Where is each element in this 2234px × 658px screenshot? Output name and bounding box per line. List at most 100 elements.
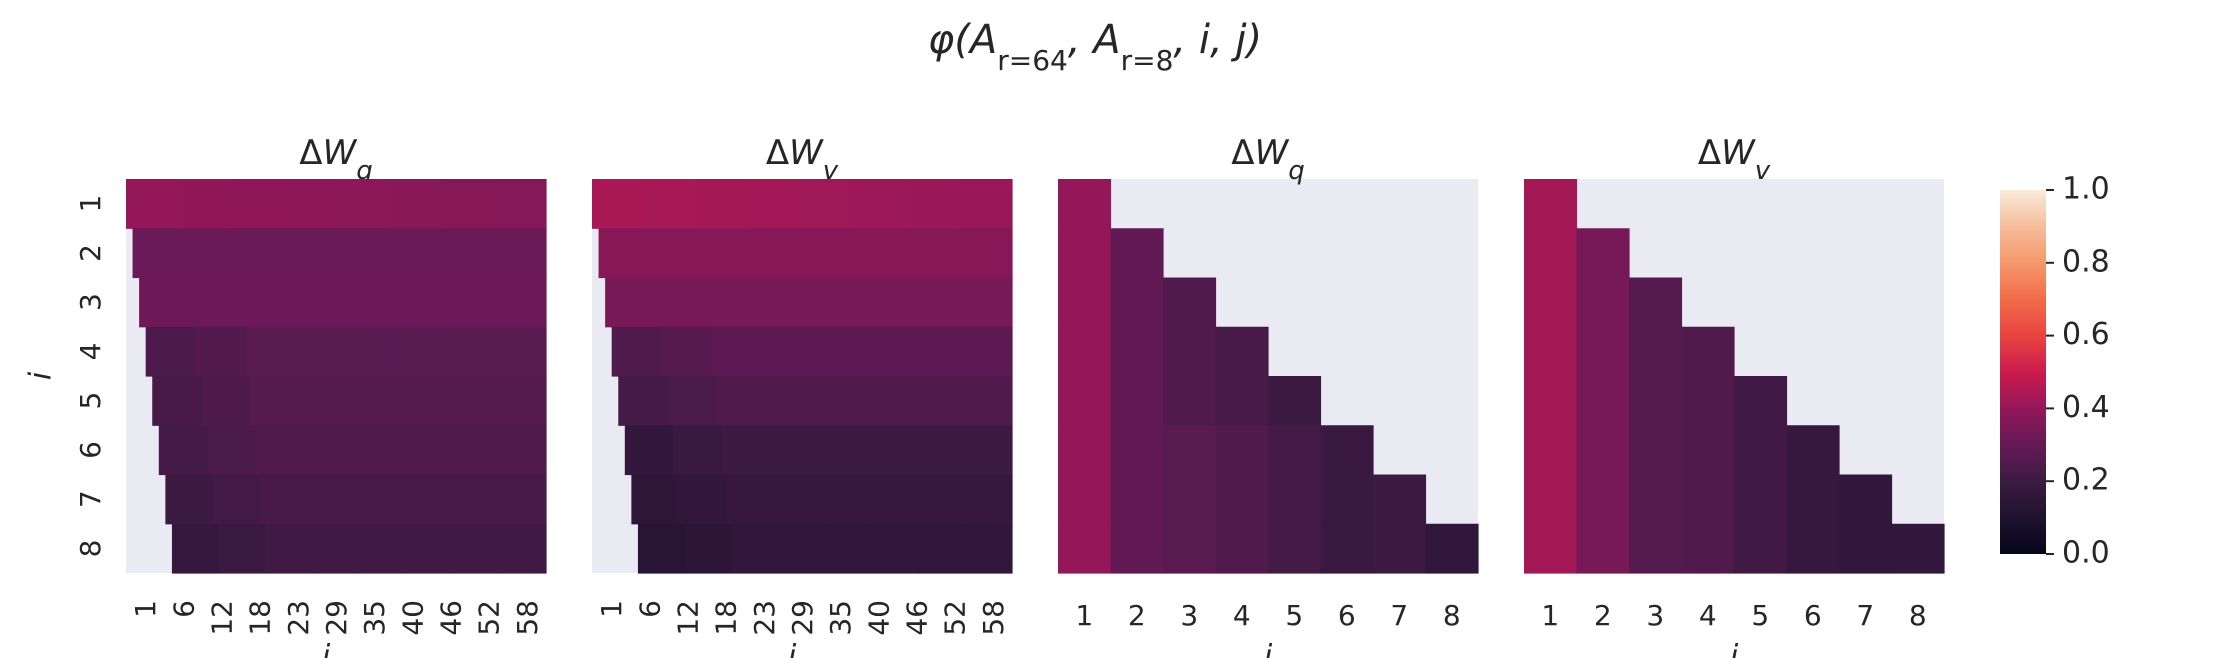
- heatmap-cell: [1110, 474, 1164, 525]
- heatmap-cell: [1110, 425, 1164, 476]
- x-tick-label: 35: [358, 600, 391, 636]
- x-tick-label: 8: [1909, 599, 1927, 632]
- heatmap-cell: [1058, 376, 1112, 426]
- heatmap-cell: [1524, 179, 1578, 229]
- heatmap-cell: [1163, 326, 1217, 377]
- colorbar-tick-label: 1.0: [2062, 172, 2110, 207]
- heatmap-cell: [447, 376, 498, 426]
- heatmap-cell: [1576, 474, 1630, 525]
- heatmap-cell: [808, 277, 861, 328]
- heatmap-cell: [961, 326, 1013, 377]
- heatmap-cell: [1629, 474, 1683, 525]
- heatmap-cell: [1163, 474, 1217, 525]
- heatmap-cell: [1576, 425, 1630, 476]
- heatmap-cell: [1215, 523, 1269, 574]
- heatmap-cell: [1425, 523, 1479, 574]
- heatmap-cell: [207, 425, 257, 476]
- heatmap-cell: [1524, 326, 1578, 377]
- heatmap-cell: [299, 376, 350, 426]
- heatmap-cell: [308, 474, 357, 525]
- heatmap-cell: [961, 277, 1013, 328]
- heatmap-cell: [291, 277, 344, 328]
- heatmap-cell: [178, 179, 232, 229]
- heatmap-cell: [1786, 523, 1840, 574]
- heatmap-cell: [1839, 474, 1893, 525]
- heatmap-cell: [171, 523, 220, 574]
- heatmap-cell: [1268, 376, 1322, 426]
- heatmap-cell: [644, 179, 698, 229]
- heatmap-cell: [757, 277, 810, 328]
- heatmap-cell: [158, 425, 208, 476]
- heatmap-cell: [498, 474, 547, 525]
- heatmap-cell: [859, 277, 911, 328]
- heatmap-cell: [1215, 425, 1269, 476]
- x-tick-label: 23: [748, 600, 781, 636]
- heatmap-cell: [1524, 376, 1578, 426]
- heatmap-cell: [592, 179, 646, 229]
- heatmap-cell: [1629, 277, 1683, 328]
- heatmap-cell: [201, 376, 252, 426]
- y-tick-label: 8: [74, 539, 107, 557]
- heatmap-cell: [963, 425, 1013, 476]
- heatmap-cell: [701, 228, 755, 279]
- heatmap-cell: [295, 326, 347, 377]
- y-tick-label: 2: [74, 244, 107, 262]
- figure-title: φ(Ar=64, Ar=8, i, j): [928, 17, 1262, 77]
- heatmap-panel-2: ΔWv 1 6 12 18 23 29 35 40 46 52 58 j: [592, 133, 1013, 658]
- heatmap-cell: [655, 277, 708, 328]
- heatmap-cell: [650, 228, 703, 279]
- heatmap-cell: [697, 179, 751, 229]
- heatmap-cell: [962, 376, 1013, 426]
- heatmap-cell: [212, 474, 262, 525]
- heatmap-cell: [1786, 474, 1840, 525]
- x-tick-label: 5: [1751, 599, 1769, 632]
- heatmap-cell: [452, 523, 500, 574]
- heatmap-cell: [1576, 277, 1630, 328]
- heatmap-cell: [1163, 425, 1217, 476]
- heatmap-cell: [753, 228, 806, 279]
- heatmap-cell: [132, 228, 185, 279]
- heatmap-cell: [631, 474, 680, 525]
- x-axis-label: j: [1260, 639, 1273, 658]
- x-axis-label: j: [784, 639, 797, 658]
- heatmap-cell: [749, 179, 803, 229]
- heatmap-cell: [245, 326, 297, 377]
- x-tick-label: 7: [1390, 599, 1408, 632]
- heatmap-cell: [910, 277, 962, 328]
- heatmap-cell: [598, 228, 651, 279]
- heatmap-cell: [139, 277, 191, 328]
- heatmap-cell: [1576, 326, 1630, 377]
- heatmap-cell: [283, 179, 337, 229]
- heatmap-cell: [611, 326, 663, 377]
- heatmap-cell: [1786, 425, 1840, 476]
- x-tick-label: 4: [1699, 599, 1717, 632]
- y-axis-ticks: 1 2 3 4 5 6 7 8: [74, 195, 107, 558]
- heatmap-cell: [388, 179, 442, 229]
- x-tick-label: 5: [1285, 599, 1303, 632]
- x-tick-label: 6: [1338, 599, 1356, 632]
- heatmap-cell: [497, 425, 547, 476]
- x-tick-label: 18: [710, 600, 743, 636]
- heatmap-cell: [287, 228, 340, 279]
- heatmap-cell: [965, 523, 1013, 574]
- heatmap-cell: [358, 523, 407, 574]
- heatmap-cell: [390, 228, 444, 279]
- heatmap-cell: [964, 474, 1013, 525]
- heatmap-cell: [145, 326, 197, 377]
- x-tick-label: 6: [167, 600, 200, 618]
- heatmap-cell: [907, 179, 961, 229]
- heatmap-cell: [854, 179, 908, 229]
- heatmap-cell: [1839, 523, 1893, 574]
- x-tick-label: 40: [396, 600, 429, 636]
- x-tick-label: 8: [1443, 599, 1461, 632]
- heatmap-cell: [856, 228, 910, 279]
- heatmap-cell: [869, 474, 918, 525]
- heatmap-cell: [1681, 474, 1735, 525]
- x-axis-ticks: 1 2 3 4 5 6 7 8: [1541, 599, 1926, 632]
- heatmap-cell: [716, 376, 767, 426]
- heatmap-cell: [711, 326, 763, 377]
- x-tick-label: 29: [320, 600, 353, 636]
- heatmap-cell: [189, 277, 242, 328]
- heatmap-cell: [195, 326, 247, 377]
